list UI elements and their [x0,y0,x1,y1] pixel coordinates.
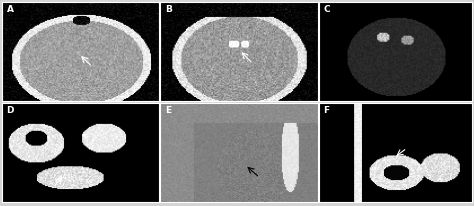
Text: C: C [324,5,330,14]
Text: D: D [7,106,14,115]
Text: A: A [7,5,14,14]
Text: E: E [165,106,171,115]
Text: B: B [165,5,172,14]
Text: F: F [324,106,330,115]
